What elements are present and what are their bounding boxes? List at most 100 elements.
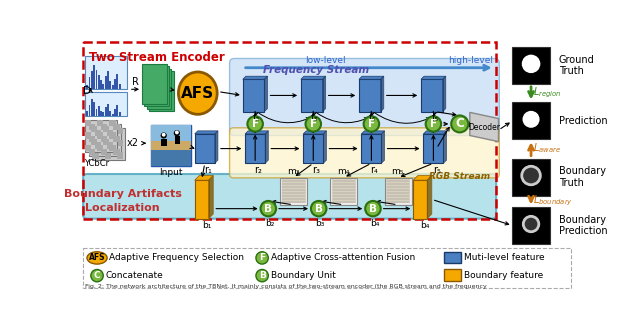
Text: Boundary Unit: Boundary Unit (271, 271, 335, 280)
Circle shape (162, 133, 166, 137)
Circle shape (161, 132, 167, 139)
Circle shape (365, 201, 381, 216)
Text: C: C (456, 117, 464, 130)
Text: B: B (369, 204, 377, 214)
FancyBboxPatch shape (92, 128, 99, 134)
FancyBboxPatch shape (112, 114, 114, 116)
FancyBboxPatch shape (362, 134, 381, 163)
Polygon shape (423, 131, 447, 134)
Text: F: F (252, 119, 259, 129)
FancyBboxPatch shape (107, 71, 109, 89)
Text: Boundary
Prediction: Boundary Prediction (559, 215, 607, 236)
Circle shape (256, 252, 268, 264)
Text: B: B (315, 204, 323, 214)
Text: Input: Input (159, 168, 182, 177)
FancyBboxPatch shape (145, 66, 169, 106)
Text: r₃: r₃ (312, 165, 321, 175)
Text: b₂: b₂ (265, 219, 275, 228)
FancyBboxPatch shape (101, 136, 107, 143)
Text: Prediction: Prediction (559, 116, 607, 126)
Polygon shape (413, 176, 432, 180)
FancyBboxPatch shape (109, 111, 111, 116)
Text: m₃: m₃ (287, 167, 300, 176)
FancyBboxPatch shape (84, 56, 127, 89)
Circle shape (256, 269, 268, 282)
FancyBboxPatch shape (105, 107, 107, 116)
Text: r₂: r₂ (254, 165, 262, 175)
Text: F: F (259, 253, 265, 263)
FancyBboxPatch shape (93, 102, 95, 116)
Circle shape (91, 269, 103, 282)
FancyBboxPatch shape (100, 80, 102, 89)
Circle shape (311, 201, 326, 216)
FancyBboxPatch shape (107, 130, 113, 136)
Circle shape (451, 115, 468, 132)
FancyBboxPatch shape (100, 111, 102, 116)
Polygon shape (421, 76, 446, 79)
Circle shape (524, 216, 539, 232)
FancyBboxPatch shape (332, 180, 356, 203)
Polygon shape (323, 76, 326, 112)
Circle shape (305, 116, 321, 132)
Polygon shape (209, 176, 213, 219)
Text: Ground
Truth: Ground Truth (559, 55, 595, 76)
FancyBboxPatch shape (86, 111, 88, 116)
FancyBboxPatch shape (105, 76, 107, 89)
Text: low-level: low-level (305, 57, 346, 65)
Polygon shape (362, 131, 385, 134)
FancyBboxPatch shape (99, 134, 105, 140)
Polygon shape (470, 112, 499, 142)
Text: f₅: f₅ (431, 113, 438, 123)
FancyBboxPatch shape (111, 134, 117, 140)
Text: D: D (83, 86, 91, 96)
FancyBboxPatch shape (117, 140, 124, 146)
FancyBboxPatch shape (84, 120, 117, 152)
Polygon shape (265, 131, 268, 163)
Circle shape (522, 55, 540, 73)
FancyBboxPatch shape (84, 92, 127, 116)
FancyBboxPatch shape (91, 71, 93, 89)
FancyBboxPatch shape (97, 132, 103, 139)
Polygon shape (243, 76, 268, 79)
FancyBboxPatch shape (161, 139, 167, 146)
FancyBboxPatch shape (119, 112, 121, 116)
Text: RGB Stream: RGB Stream (429, 172, 490, 181)
Polygon shape (245, 131, 268, 134)
FancyBboxPatch shape (513, 159, 550, 196)
Text: AFS: AFS (89, 253, 106, 263)
FancyBboxPatch shape (113, 136, 120, 143)
Polygon shape (359, 76, 384, 79)
Text: $L_{boundary}$: $L_{boundary}$ (533, 194, 573, 208)
Text: Boundary feature: Boundary feature (463, 271, 543, 280)
FancyBboxPatch shape (92, 140, 99, 146)
FancyBboxPatch shape (119, 84, 121, 89)
FancyBboxPatch shape (385, 178, 412, 205)
Text: r₄: r₄ (371, 165, 378, 175)
Text: Two Stream Encoder: Two Stream Encoder (90, 51, 225, 64)
Polygon shape (301, 76, 326, 79)
Circle shape (260, 201, 276, 216)
Circle shape (522, 111, 540, 128)
Circle shape (175, 130, 179, 134)
Text: f₂: f₂ (253, 113, 260, 123)
Circle shape (174, 130, 180, 136)
FancyBboxPatch shape (105, 128, 111, 134)
Text: b₄: b₄ (420, 221, 429, 230)
Circle shape (522, 166, 540, 185)
FancyBboxPatch shape (88, 124, 95, 130)
Text: AFS: AFS (181, 86, 214, 101)
FancyBboxPatch shape (95, 143, 101, 148)
Polygon shape (323, 131, 326, 163)
FancyBboxPatch shape (102, 112, 104, 116)
FancyBboxPatch shape (105, 152, 111, 159)
FancyBboxPatch shape (99, 146, 105, 152)
Text: Concatenate: Concatenate (106, 271, 163, 280)
Text: C: C (93, 271, 100, 280)
FancyBboxPatch shape (101, 148, 107, 155)
Text: F: F (368, 119, 375, 129)
FancyBboxPatch shape (195, 180, 209, 219)
FancyBboxPatch shape (109, 120, 116, 126)
FancyBboxPatch shape (149, 71, 174, 111)
Polygon shape (215, 131, 218, 163)
FancyBboxPatch shape (413, 180, 428, 219)
